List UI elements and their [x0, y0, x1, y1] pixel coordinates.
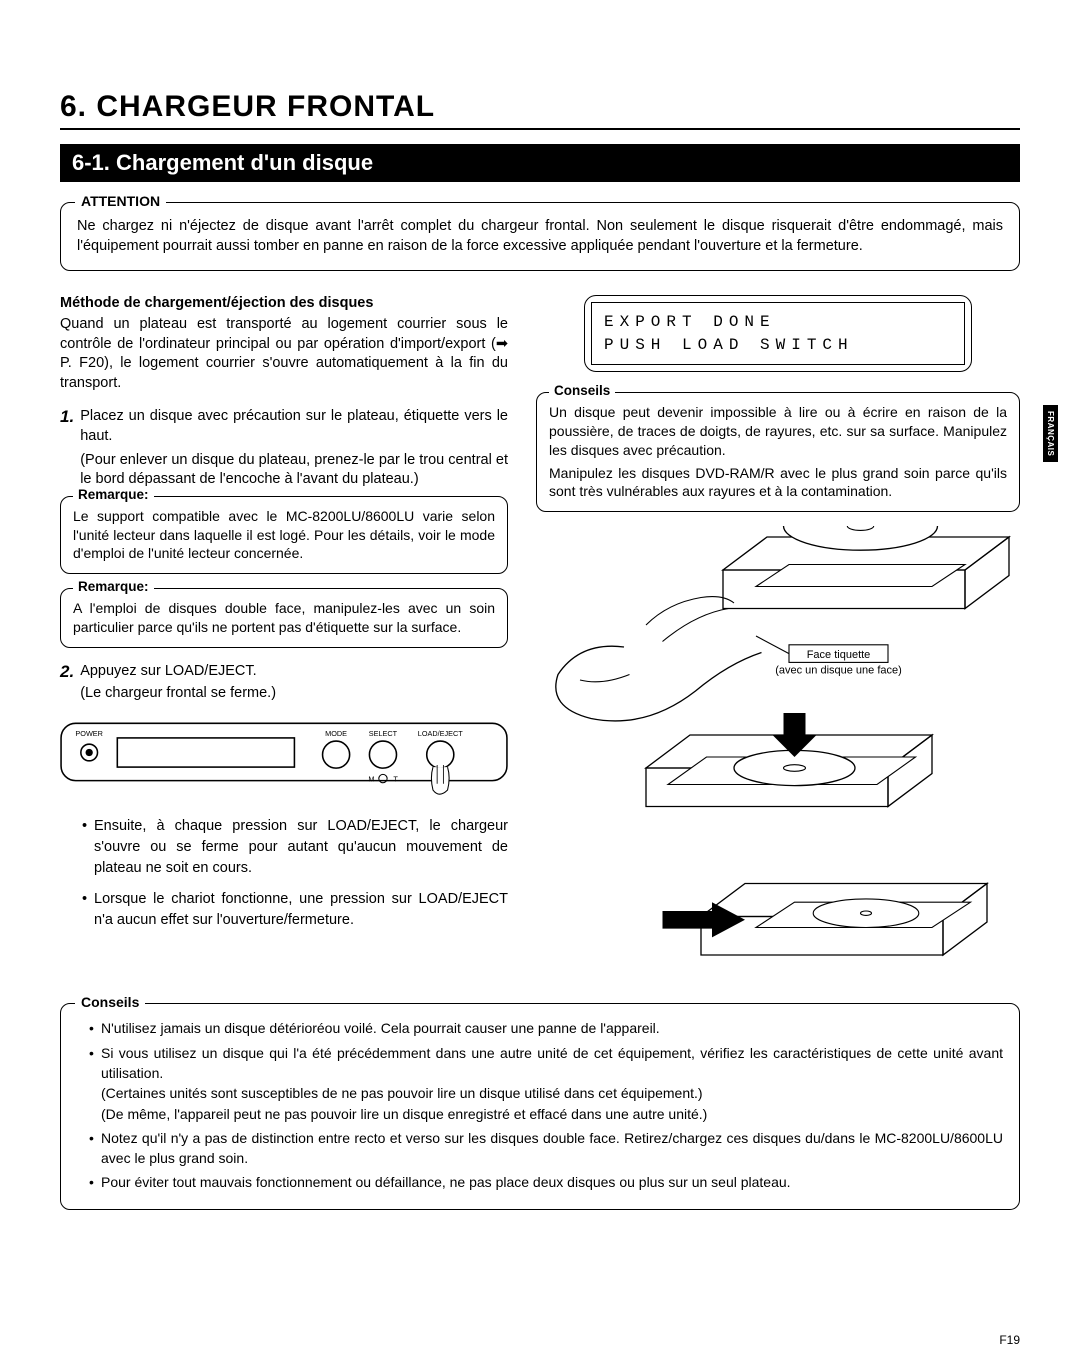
lcd-line-2: PUSH LOAD SWITCH: [604, 334, 952, 356]
remark-2-title: Remarque:: [73, 579, 154, 594]
conseils-1-p2: Manipulez les disques DVD-RAM/R avec le …: [549, 464, 1007, 502]
tray-diagram: Face tiquette (avec un disque une face): [536, 526, 1020, 988]
left-column: Méthode de chargement/éjection des disqu…: [60, 295, 508, 993]
remark-1-box: Remarque: Le support compatible avec le …: [60, 496, 508, 575]
step-1: 1. Placez un disque avec précaution sur …: [60, 407, 508, 489]
step-1-line1: Placez un disque avec précaution sur le …: [80, 407, 508, 446]
lcd-line-1: EXPORT DONE: [604, 311, 952, 333]
control-panel-diagram: POWER MODE SELECT LOAD/EJECT M T: [60, 715, 508, 798]
svg-text:MODE: MODE: [325, 729, 347, 738]
step-1-line2: (Pour enlever un disque du plateau, pren…: [80, 451, 508, 490]
svg-text:LOAD/EJECT: LOAD/EJECT: [418, 729, 463, 738]
step-2-bullet-1: Ensuite, à chaque pression sur LOAD/EJEC…: [82, 816, 508, 879]
chapter-title: 6. CHARGEUR FRONTAL: [60, 90, 1020, 130]
conseils-2-b2a: (Certaines unités sont susceptibles de n…: [101, 1085, 703, 1101]
remark-2-box: Remarque: A l'emploi de disques double f…: [60, 588, 508, 648]
attention-title: ATTENTION: [75, 193, 166, 209]
step-2: 2. Appuyez sur LOAD/EJECT. (Le chargeur …: [60, 662, 508, 703]
step-2-bullets: Ensuite, à chaque pression sur LOAD/EJEC…: [60, 816, 508, 931]
right-column: EXPORT DONE PUSH LOAD SWITCH Conseils Un…: [536, 295, 1020, 993]
remark-1-title: Remarque:: [73, 487, 154, 502]
conseils-2-b2: Si vous utilisez un disque qui l'a été p…: [89, 1043, 1003, 1124]
conseils-2-b1: N'utilisez jamais un disque détérioréou …: [89, 1018, 1003, 1038]
svg-text:Face tiquette: Face tiquette: [807, 649, 871, 661]
page-number: F19: [999, 1333, 1020, 1347]
conseils-2-b2b: (De même, l'appareil peut ne pas pouvoir…: [101, 1106, 707, 1122]
svg-text:(avec un disque une face): (avec un disque une face): [775, 665, 902, 677]
step-2-line1: Appuyez sur LOAD/EJECT.: [80, 662, 276, 682]
remark-1-text: Le support compatible avec le MC-8200LU/…: [73, 507, 495, 564]
lcd-box: EXPORT DONE PUSH LOAD SWITCH: [584, 295, 972, 372]
conseils-1-box: Conseils Un disque peut devenir impossib…: [536, 392, 1020, 512]
attention-box: ATTENTION Ne chargez ni n'éjectez de dis…: [60, 202, 1020, 271]
svg-text:POWER: POWER: [75, 729, 103, 738]
conseils-2-b4: Pour éviter tout mauvais fonctionnement …: [89, 1172, 1003, 1192]
step-1-number: 1.: [60, 407, 74, 489]
conseils-2-box: Conseils N'utilisez jamais un disque dét…: [60, 1003, 1020, 1209]
step-2-bullet-2: Lorsque le chariot fonctionne, une press…: [82, 889, 508, 931]
method-heading: Méthode de chargement/éjection des disqu…: [60, 295, 508, 311]
svg-text:M: M: [368, 775, 374, 784]
conseils-1-title: Conseils: [549, 383, 615, 398]
method-intro: Quand un plateau est transporté au logem…: [60, 315, 508, 393]
conseils-1-p1: Un disque peut devenir impossible à lire…: [549, 403, 1007, 460]
step-2-line2: (Le chargeur frontal se ferme.): [80, 684, 276, 704]
step-2-number: 2.: [60, 662, 74, 703]
remark-2-text: A l'emploi de disques double face, manip…: [73, 599, 495, 637]
language-tab: FRANÇAIS: [1043, 405, 1058, 462]
svg-text:T: T: [393, 775, 398, 784]
conseils-2-title: Conseils: [75, 994, 145, 1010]
conseils-2-b3: Notez qu'il n'y a pas de distinction ent…: [89, 1128, 1003, 1169]
attention-text: Ne chargez ni n'éjectez de disque avant …: [77, 217, 1003, 256]
svg-text:SELECT: SELECT: [369, 729, 398, 738]
section-heading: 6-1. Chargement d'un disque: [60, 144, 1020, 182]
